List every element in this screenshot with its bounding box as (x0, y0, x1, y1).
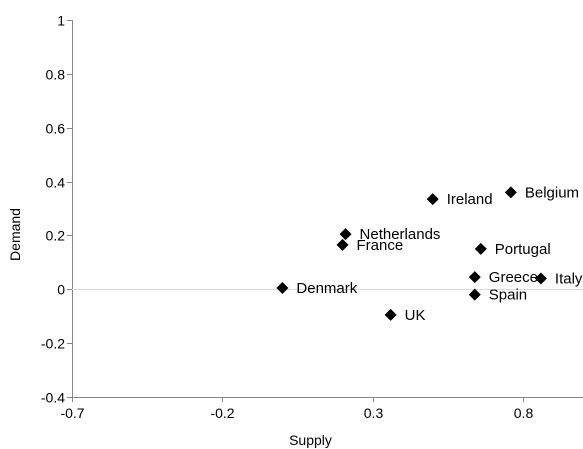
y-tick-label: -0.4 (41, 390, 65, 406)
y-axis-title: Demand (7, 208, 23, 261)
y-tick-label: 0.8 (46, 67, 66, 83)
point-label-netherlands: Netherlands (360, 226, 441, 243)
x-tick-label: -0.7 (60, 405, 84, 421)
data-point-france (336, 238, 349, 251)
point-label-denmark: Denmark (296, 280, 357, 297)
point-label-ireland: Ireland (447, 191, 493, 208)
axes (72, 20, 583, 398)
point-label-italy: Italy (555, 271, 583, 288)
data-point-portugal (474, 242, 487, 255)
x-axis-ticks: -0.7 -0.2 0.3 0.8 (60, 397, 533, 421)
y-tick-label: 0.2 (46, 228, 66, 244)
point-label-belgium: Belgium (525, 184, 579, 201)
data-point-greece (468, 271, 481, 284)
point-label-greece: Greece (489, 269, 538, 286)
data-point-uk (384, 308, 397, 321)
y-axis-ticks: -0.4 -0.2 0 0.2 0.4 0.6 0.8 1 (41, 13, 72, 406)
point-label-portugal: Portugal (495, 241, 551, 258)
data-point-ireland (426, 193, 439, 206)
y-tick-label: 0.4 (46, 175, 66, 191)
point-label-uk: UK (405, 307, 426, 324)
x-tick-label: 0.8 (514, 405, 534, 421)
data-point-netherlands (339, 228, 352, 241)
y-tick-label: 0.6 (46, 121, 66, 137)
point-label-france: France (357, 237, 404, 254)
point-label-spain: Spain (489, 287, 527, 304)
y-tick-label: -0.2 (41, 336, 65, 352)
data-point-italy (534, 272, 547, 285)
x-tick-label: 0.3 (364, 405, 384, 421)
y-tick-label: 1 (57, 13, 65, 29)
x-tick-label: -0.2 (210, 405, 234, 421)
x-axis-title: Supply (289, 432, 332, 448)
y-tick-label: 0 (57, 282, 65, 298)
data-point-spain (468, 288, 481, 301)
data-point-belgium (504, 186, 517, 199)
data-points (276, 186, 547, 321)
data-point-denmark (276, 281, 289, 294)
